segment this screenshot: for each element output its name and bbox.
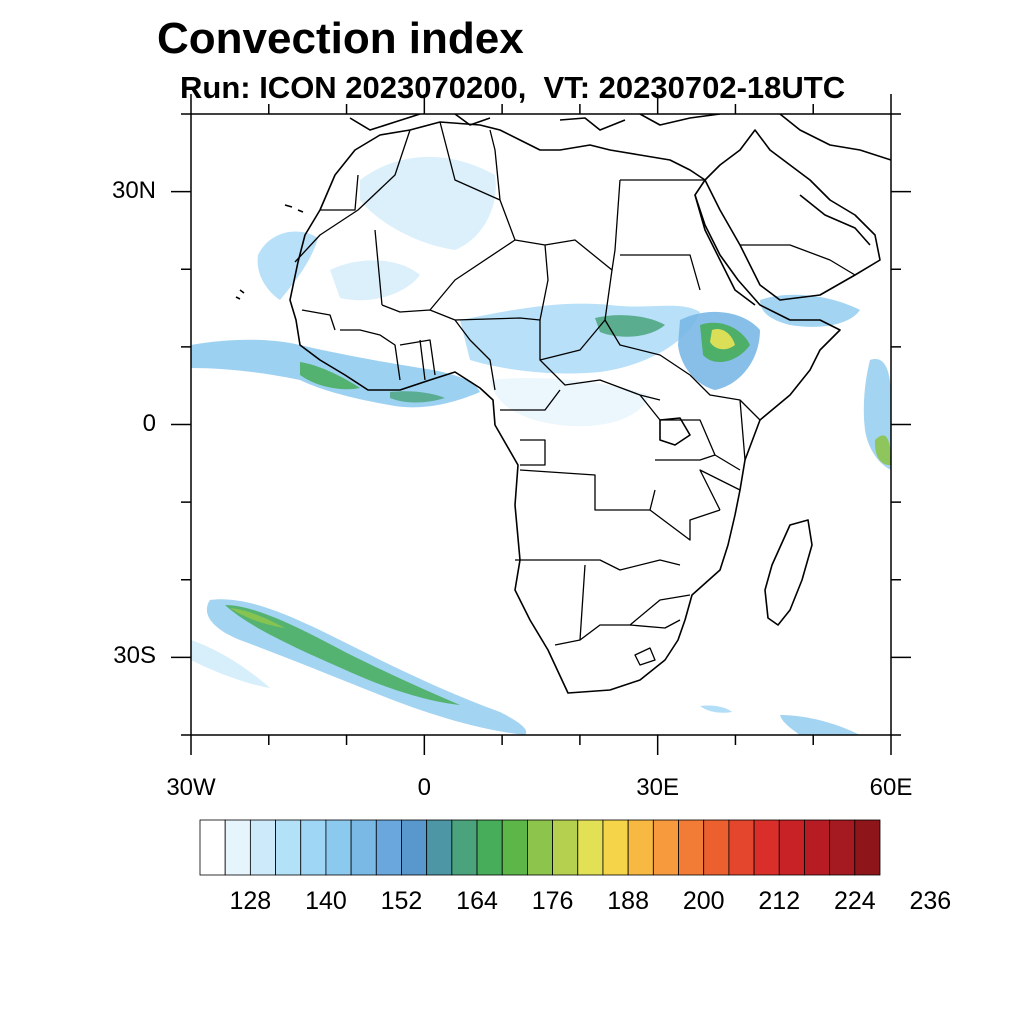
x-tick-label: 60E xyxy=(869,774,913,801)
border xyxy=(340,329,401,381)
convection-patch xyxy=(300,362,360,390)
convection-patch xyxy=(700,705,732,713)
x-tick-label: 0 xyxy=(417,774,431,801)
border xyxy=(381,304,456,321)
convection-patch xyxy=(460,303,700,374)
convection-patch xyxy=(710,328,735,350)
colorbar-tick-label: 128 xyxy=(229,887,272,915)
border xyxy=(454,319,496,391)
gulf-coastline xyxy=(799,194,871,246)
border xyxy=(655,454,716,461)
axis-ticks xyxy=(171,94,911,755)
border xyxy=(399,339,436,381)
colorbar-tick-label: 164 xyxy=(456,887,498,915)
border xyxy=(294,129,411,263)
arabia-coastline xyxy=(704,129,881,301)
colorbar-tick-label: 224 xyxy=(833,887,876,915)
border xyxy=(374,229,383,306)
convection-patch xyxy=(191,640,270,688)
border xyxy=(519,469,656,511)
x-tick-label: 30W xyxy=(166,774,216,801)
border xyxy=(515,559,681,571)
border xyxy=(699,469,741,511)
border xyxy=(740,244,856,276)
convection-patch xyxy=(225,605,460,705)
border xyxy=(520,439,546,466)
convection-patch xyxy=(360,156,496,250)
border xyxy=(634,647,656,666)
colorbar-tick-label: 140 xyxy=(305,887,347,915)
convection-patch xyxy=(390,391,445,403)
border xyxy=(320,174,359,211)
convection-patch xyxy=(874,435,891,466)
border xyxy=(454,317,541,321)
europe-coastline xyxy=(349,114,891,161)
border xyxy=(639,394,741,471)
y-tick-label: 30S xyxy=(113,642,156,670)
border xyxy=(514,239,549,321)
border xyxy=(544,179,621,271)
convection-patch xyxy=(191,339,480,408)
cape-verde xyxy=(235,289,245,300)
border xyxy=(554,639,581,646)
red-sea-coast xyxy=(694,194,756,306)
border xyxy=(739,399,746,461)
x-tick-label: 30E xyxy=(636,774,679,801)
border xyxy=(439,121,501,201)
colorbar-tick-label: 152 xyxy=(380,887,423,915)
border xyxy=(539,319,606,361)
convection-patch xyxy=(330,260,420,301)
border xyxy=(539,359,661,401)
colorbar-tick-label: 212 xyxy=(758,887,801,915)
border xyxy=(649,509,721,541)
africa-coastline xyxy=(289,121,841,694)
colorbar-tick-label: 200 xyxy=(682,887,725,915)
border xyxy=(489,129,501,201)
colorbar-tick-label: 188 xyxy=(607,887,649,915)
border xyxy=(579,564,691,641)
border xyxy=(301,309,336,331)
y-tick-label: 30N xyxy=(111,176,156,204)
convection-patch xyxy=(780,715,860,735)
colorbar-tick-label: 236 xyxy=(909,887,952,915)
convection-patch xyxy=(230,608,285,628)
border xyxy=(604,269,691,376)
border xyxy=(689,374,761,421)
border xyxy=(429,199,516,311)
madagascar-coastline xyxy=(764,519,813,626)
country-borders xyxy=(294,121,856,666)
convection-patch xyxy=(257,231,318,300)
convection-field xyxy=(191,156,891,735)
border xyxy=(620,254,701,291)
border xyxy=(629,619,681,629)
convection-patch xyxy=(760,294,860,327)
colorbar-tick-label: 176 xyxy=(531,887,574,915)
chart-title: Convection index xyxy=(157,14,524,63)
lake-victoria xyxy=(659,417,691,446)
canary-islands xyxy=(284,204,304,213)
border xyxy=(500,389,561,411)
chart-subtitle: Run: ICON 2023070200, VT: 20230702-18UTC xyxy=(180,70,846,105)
y-tick-label: 0 xyxy=(142,409,156,437)
convection-patch xyxy=(490,378,650,427)
coastlines xyxy=(235,114,891,694)
